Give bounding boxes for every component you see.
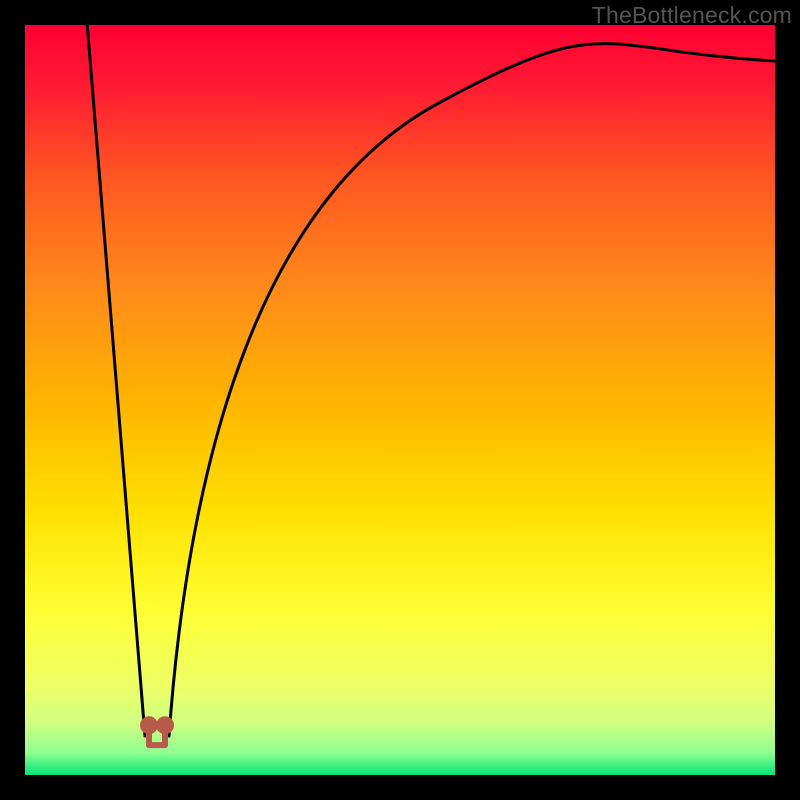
chart-svg — [25, 25, 775, 775]
watermark-label: TheBottleneck.com — [592, 2, 792, 29]
background-rect — [25, 25, 775, 775]
marker-bar — [146, 742, 168, 748]
plot-area — [25, 25, 775, 775]
chart-frame: TheBottleneck.com — [0, 0, 800, 800]
